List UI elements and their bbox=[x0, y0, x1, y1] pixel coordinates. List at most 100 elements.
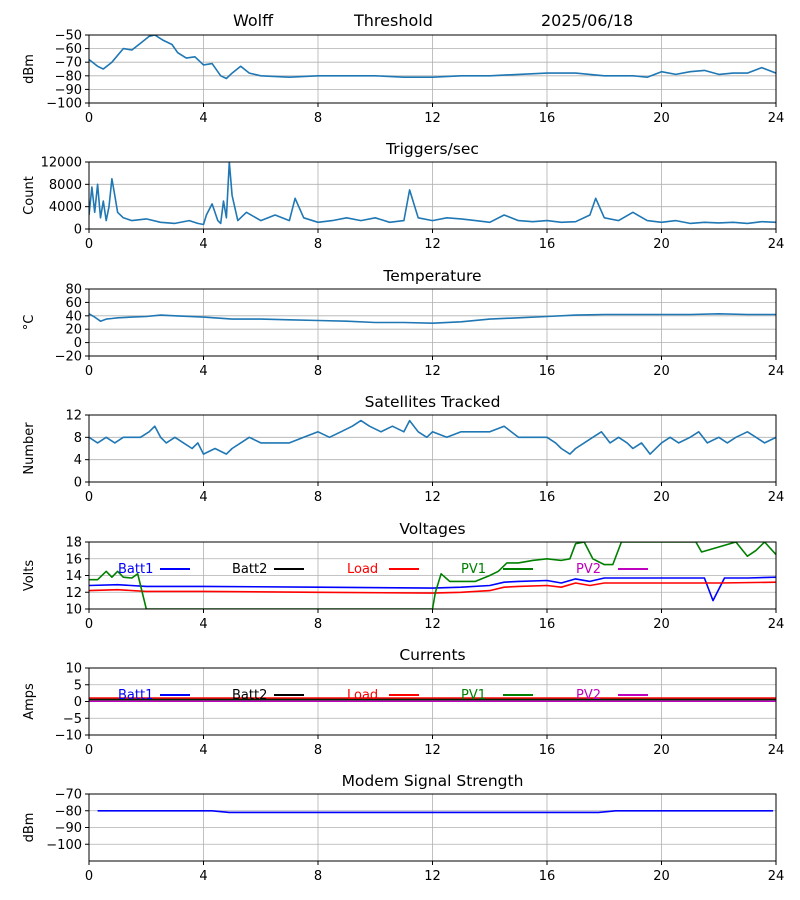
y-tick-label: −80 bbox=[55, 804, 82, 819]
y-tick-label: 16 bbox=[65, 552, 82, 567]
y-tick-label: −50 bbox=[55, 29, 82, 44]
x-tick-label: 0 bbox=[85, 743, 93, 758]
y-tick-label: 10 bbox=[65, 603, 82, 618]
y-tick-label: 12000 bbox=[41, 156, 82, 171]
y-axis-label: Amps bbox=[22, 683, 37, 720]
y-tick-label: 0 bbox=[74, 695, 82, 710]
y-tick-label: −10 bbox=[55, 729, 82, 744]
chart-title: Triggers/sec bbox=[385, 140, 479, 158]
x-tick-label: 0 bbox=[85, 617, 93, 632]
y-tick-label: 5 bbox=[74, 678, 82, 693]
y-tick-label: −60 bbox=[55, 42, 82, 57]
header-mode: Threshold bbox=[354, 11, 433, 30]
y-tick-label: 40 bbox=[65, 309, 82, 324]
x-tick-label: 24 bbox=[768, 490, 785, 505]
y-axis-label: Count bbox=[22, 176, 37, 215]
x-tick-label: 8 bbox=[314, 490, 322, 505]
y-tick-label: 0 bbox=[74, 223, 82, 238]
y-tick-label: 8 bbox=[74, 431, 82, 446]
x-tick-label: 20 bbox=[653, 617, 670, 632]
x-tick-label: 4 bbox=[199, 237, 207, 252]
x-tick-label: 20 bbox=[653, 743, 670, 758]
x-tick-label: 4 bbox=[199, 111, 207, 126]
x-tick-label: 16 bbox=[539, 490, 556, 505]
x-tick-label: 12 bbox=[424, 617, 441, 632]
y-tick-label: 18 bbox=[65, 536, 82, 551]
x-tick-label: 16 bbox=[539, 869, 556, 884]
y-tick-label: −70 bbox=[55, 56, 82, 71]
x-tick-label: 24 bbox=[768, 743, 785, 758]
x-tick-label: 4 bbox=[199, 743, 207, 758]
chart-title: Voltages bbox=[399, 520, 465, 538]
x-tick-label: 12 bbox=[424, 490, 441, 505]
x-tick-label: 8 bbox=[314, 364, 322, 379]
chart-title: Temperature bbox=[382, 267, 481, 285]
y-tick-label: 12 bbox=[65, 409, 82, 424]
series-line-pv1 bbox=[89, 542, 776, 609]
chart-panel-7: 0 4 8 12 16 20 24 −100 −90 −80−70 Modem Signal Str… bbox=[22, 772, 784, 884]
y-axis-label: dBm bbox=[22, 813, 37, 843]
series-line bbox=[89, 419, 776, 455]
x-tick-label: 20 bbox=[653, 490, 670, 505]
x-tick-label: 12 bbox=[424, 743, 441, 758]
x-tick-label: 16 bbox=[539, 743, 556, 758]
legend-label-load: Load bbox=[347, 562, 378, 577]
x-tick-label: 0 bbox=[85, 364, 93, 379]
x-tick-label: 16 bbox=[539, 237, 556, 252]
chart-title: Modem Signal Strength bbox=[342, 772, 524, 790]
x-tick-label: 24 bbox=[768, 617, 785, 632]
chart-panel-6: Batt1 Batt2 Load PV1 PV2 0 4 8 12 16 20 24 −10 −5 0 510… bbox=[22, 646, 784, 758]
header-site: Wolff bbox=[233, 11, 274, 30]
x-tick-label: 8 bbox=[314, 617, 322, 632]
x-tick-label: 16 bbox=[539, 364, 556, 379]
legend-label-pv1: PV1 bbox=[461, 688, 486, 703]
x-tick-label: 8 bbox=[314, 869, 322, 884]
series-line-load bbox=[89, 581, 776, 594]
x-tick-label: 0 bbox=[85, 111, 93, 126]
y-tick-label: −90 bbox=[55, 83, 82, 98]
x-tick-label: 4 bbox=[199, 364, 207, 379]
x-tick-label: 24 bbox=[768, 364, 785, 379]
legend-label-pv2: PV2 bbox=[576, 562, 601, 577]
x-tick-label: 4 bbox=[199, 617, 207, 632]
y-tick-label: 80 bbox=[65, 283, 82, 298]
chart-panel-1: 0 4 8 12 16 20 24 −100−90−80−70−60−50 dBm bbox=[22, 29, 784, 127]
y-axis-label: dBm bbox=[22, 54, 37, 84]
x-tick-label: 8 bbox=[314, 237, 322, 252]
y-tick-label: 12 bbox=[65, 586, 82, 601]
x-tick-label: 16 bbox=[539, 111, 556, 126]
x-tick-label: 20 bbox=[653, 364, 670, 379]
x-tick-label: 4 bbox=[199, 869, 207, 884]
legend-label-load: Load bbox=[347, 688, 378, 703]
x-tick-label: 4 bbox=[199, 490, 207, 505]
legend-label-batt1: Batt1 bbox=[118, 688, 153, 703]
y-tick-label: 0 bbox=[74, 476, 82, 491]
x-tick-label: 20 bbox=[653, 237, 670, 252]
x-tick-label: 8 bbox=[314, 111, 322, 126]
y-tick-label: 0 bbox=[74, 336, 82, 351]
y-tick-label: −70 bbox=[55, 788, 82, 803]
x-tick-label: 12 bbox=[424, 237, 441, 252]
y-tick-label: −100 bbox=[46, 838, 82, 853]
x-tick-label: 12 bbox=[424, 364, 441, 379]
x-tick-label: 0 bbox=[85, 869, 93, 884]
x-tick-label: 24 bbox=[768, 869, 785, 884]
chart-panel-2: 0 4 8 12 16 20 24 0 4000 8000 12000 Triggers/sec Cou… bbox=[22, 140, 784, 252]
y-tick-label: −5 bbox=[63, 712, 82, 727]
legend-label-pv1: PV1 bbox=[461, 562, 486, 577]
y-tick-label: 14 bbox=[65, 569, 82, 584]
y-tick-label: 10 bbox=[65, 662, 82, 677]
y-tick-label: 8000 bbox=[49, 178, 82, 193]
chart-panel-4: 0 4 8 12 16 20 24 0 4 8 12 Satellites Tracked Number bbox=[22, 393, 784, 505]
chart-title: Satellites Tracked bbox=[365, 393, 501, 411]
y-tick-label: 20 bbox=[65, 323, 82, 338]
header-date: 2025/06/18 bbox=[541, 11, 634, 30]
y-tick-label: 4000 bbox=[49, 200, 82, 215]
x-tick-label: 20 bbox=[653, 869, 670, 884]
y-axis-label: Volts bbox=[22, 560, 37, 592]
series-line bbox=[89, 35, 776, 80]
legend-label-pv2: PV2 bbox=[576, 688, 601, 703]
x-tick-label: 12 bbox=[424, 111, 441, 126]
